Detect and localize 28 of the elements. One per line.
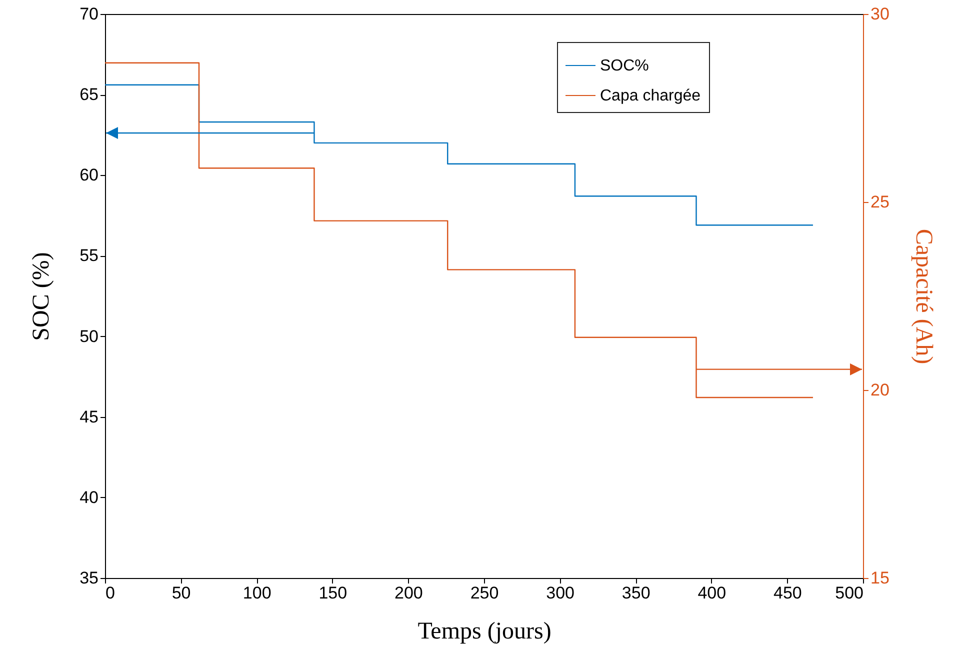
x-tick-label: 50 xyxy=(172,584,191,602)
x-tick-label: 150 xyxy=(318,584,348,602)
y2-tick-label: 15 xyxy=(870,568,890,588)
y2-axis-title: Capacité (Ah) xyxy=(910,228,936,364)
y-tick-label: 35 xyxy=(80,568,98,588)
x-tick-label: 250 xyxy=(470,584,499,602)
y-tick-label: 45 xyxy=(80,407,98,426)
y2-tick-label: 25 xyxy=(870,192,890,212)
y2-tick-label: 20 xyxy=(870,380,890,400)
x-tick-label: 300 xyxy=(546,584,574,602)
x-tick-label: 400 xyxy=(698,584,726,602)
y-tick-label: 60 xyxy=(80,166,98,185)
y-axis-title: SOC (%) xyxy=(28,252,55,341)
x-tick-label: 0 xyxy=(106,584,115,602)
x-tick-label: 100 xyxy=(242,584,272,602)
y-tick-label: 70 xyxy=(80,4,98,24)
legend-label: SOC% xyxy=(600,58,649,74)
y-tick-label: 40 xyxy=(80,488,98,507)
y-tick-label: 65 xyxy=(80,85,98,104)
y-tick-label: 50 xyxy=(80,326,98,346)
y-tick-label: 55 xyxy=(80,246,98,266)
x-tick-label: 500 xyxy=(835,584,864,602)
x-axis-title: Temps (jours) xyxy=(418,618,552,644)
x-tick-label: 450 xyxy=(774,584,802,602)
y2-tick-label: 30 xyxy=(870,4,890,24)
legend-label: Capa chargée xyxy=(600,88,701,104)
x-tick-label: 350 xyxy=(622,584,650,602)
x-tick-label: 200 xyxy=(394,584,423,602)
